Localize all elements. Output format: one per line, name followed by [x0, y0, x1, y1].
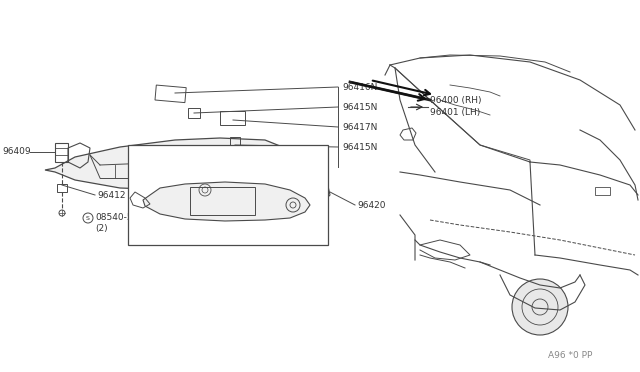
Bar: [190, 187, 255, 215]
Bar: [57, 184, 67, 192]
Text: (4): (4): [224, 234, 237, 243]
Text: 96420: 96420: [357, 201, 385, 209]
Bar: [230, 137, 240, 145]
Text: 96400 (RH): 96400 (RH): [430, 96, 481, 105]
Bar: [155, 85, 186, 103]
Text: 96401 (LH): 96401 (LH): [430, 109, 480, 118]
Text: 96417N: 96417N: [342, 122, 378, 131]
Text: 96412: 96412: [97, 190, 125, 199]
Text: 96401: 96401: [215, 237, 244, 247]
Text: 08540-52042: 08540-52042: [224, 224, 284, 232]
Bar: [220, 111, 245, 125]
Bar: [595, 187, 610, 195]
Text: S: S: [86, 215, 90, 221]
Bar: [128, 145, 328, 245]
Text: 96415N: 96415N: [342, 103, 378, 112]
Text: (2): (2): [95, 224, 108, 232]
Text: 96416N: 96416N: [342, 83, 378, 92]
Bar: [188, 108, 200, 118]
Text: A96 *0 PP: A96 *0 PP: [548, 350, 593, 359]
Text: 96409: 96409: [2, 148, 31, 157]
Circle shape: [512, 279, 568, 335]
Text: 08540-52042: 08540-52042: [95, 214, 156, 222]
Text: S: S: [215, 225, 219, 231]
Polygon shape: [45, 138, 298, 192]
Text: WITH GARAGE DOOR OPENER: WITH GARAGE DOOR OPENER: [136, 153, 269, 162]
Text: 96415N: 96415N: [342, 142, 378, 151]
Polygon shape: [143, 182, 310, 221]
